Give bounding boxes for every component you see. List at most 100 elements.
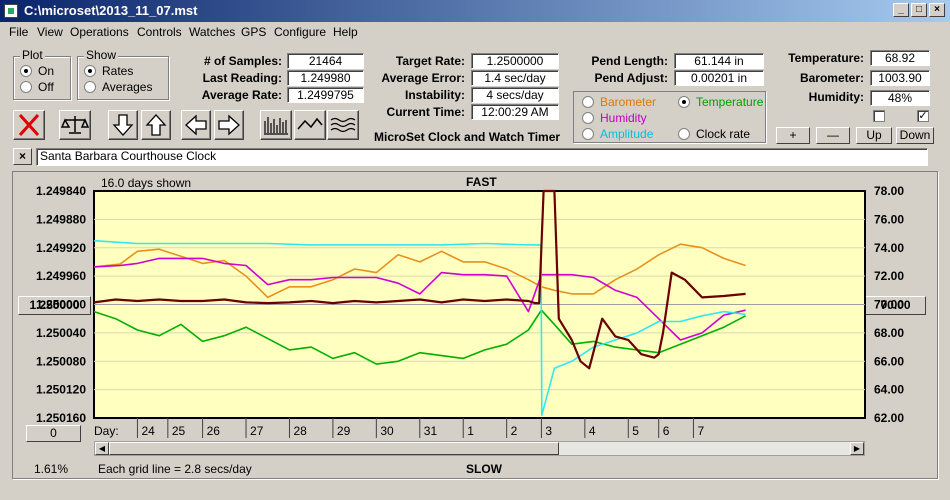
scroll-right-arrow[interactable]: ▶ (850, 442, 864, 455)
right-tick-label: 70.00 (874, 298, 904, 312)
left-tick-label: 1.249960 (36, 269, 86, 283)
last-reading-field: 1.249980 (287, 70, 364, 86)
plot-group-title: Plot (20, 48, 45, 62)
series-temperature-radio[interactable]: Temperature (678, 95, 763, 109)
balance-scale-icon (60, 116, 90, 134)
line-graph-button[interactable] (294, 110, 326, 140)
menu-watches[interactable]: Watches (189, 25, 236, 39)
scroll-thumb[interactable] (109, 442, 559, 455)
series-barometer-radio[interactable]: Barometer (582, 95, 656, 109)
scroll-left-arrow[interactable]: ◀ (95, 442, 109, 455)
last-reading-label: Last Reading: (202, 71, 282, 85)
scroll-up-button[interactable]: Up (856, 127, 892, 144)
horizontal-scrollbar[interactable]: ◀ ▶ (94, 441, 865, 456)
percent-readout: 1.61% (34, 462, 69, 476)
left-tick-label: 1.250000 (36, 298, 86, 312)
plot-on-radio[interactable]: On (20, 64, 54, 78)
day-tick-label: 25 (172, 424, 186, 438)
menu-operations[interactable]: Operations (70, 25, 129, 39)
zoom-out-button[interactable]: — (816, 127, 850, 144)
menu-bar: File View Operations Controls Watches GP… (0, 22, 950, 42)
delete-icon (18, 113, 40, 137)
target-rate-field[interactable]: 1.2500000 (471, 53, 559, 69)
day-tick-label: 29 (337, 424, 351, 438)
title-bar: C:\microset\2013_11_07.mst _ □ × (0, 0, 950, 22)
right-tick-label: 68.00 (874, 326, 904, 340)
zoom-in-button[interactable]: + (776, 127, 810, 144)
close-window-button[interactable]: × (929, 3, 945, 17)
target-rate-label: Target Rate: (395, 54, 465, 68)
bar-graph-button[interactable] (260, 110, 292, 140)
right-tick-label: 66.00 (874, 354, 904, 368)
instability-field: 4 secs/day (471, 87, 559, 103)
show-averages-radio[interactable]: Averages (84, 80, 152, 94)
delete-button[interactable] (13, 110, 45, 140)
fast-label: FAST (466, 175, 497, 189)
zero-button[interactable]: 0 (26, 425, 81, 442)
description-input[interactable]: Santa Barbara Courthouse Clock (36, 148, 928, 166)
show-rates-radio[interactable]: Rates (84, 64, 133, 78)
plot-panel (12, 171, 938, 479)
day-tick-label: 1 (467, 424, 474, 438)
series-layer (93, 189, 746, 417)
menu-configure[interactable]: Configure (274, 25, 327, 39)
series-line-0 (93, 243, 746, 299)
grid-note: Each grid line = 2.8 secs/day (98, 462, 252, 476)
line-graph-icon (297, 117, 323, 130)
center-sensor-button[interactable]: 70.00 (865, 296, 926, 315)
left-tick-label: 1.250160 (36, 411, 86, 425)
temperature-label: Temperature: (788, 51, 864, 65)
right-tick-label: 62.00 (874, 411, 904, 425)
series-clock-rate-radio[interactable]: Clock rate (678, 127, 750, 141)
right-tick-label: 78.00 (874, 184, 904, 198)
grid-lines (94, 218, 865, 391)
left-tick-label: 1.249840 (36, 184, 86, 198)
option-checkbox-right[interactable]: ✓ (917, 110, 929, 122)
move-down-button[interactable] (108, 110, 138, 140)
move-right-button[interactable] (214, 110, 244, 140)
average-error-label: Average Error: (381, 71, 465, 85)
pend-adjust-field: 0.00201 in (674, 70, 764, 86)
pend-adjust-label: Pend Adjust: (594, 71, 668, 85)
humidity-field: 48% (870, 90, 930, 106)
left-tick-label: 1.249880 (36, 212, 86, 226)
calibrate-button[interactable] (59, 110, 91, 140)
option-checkbox-left[interactable] (873, 110, 885, 122)
current-time-field: 12:00:29 AM (471, 104, 559, 120)
maximize-button[interactable]: □ (911, 3, 927, 17)
series-humidity-radio[interactable]: Humidity (582, 111, 647, 125)
wave-graph-button[interactable] (327, 110, 359, 140)
menu-file[interactable]: File (9, 25, 29, 39)
pend-length-label: Pend Length: (591, 54, 668, 68)
average-error-field: 1.4 sec/day (471, 70, 559, 86)
center-rate-button[interactable]: 1.250000 (18, 296, 91, 315)
move-up-button[interactable] (141, 110, 171, 140)
series-line-4 (93, 189, 746, 370)
instability-label: Instability: (404, 88, 465, 102)
menu-view[interactable]: View (37, 25, 63, 39)
window-title: C:\microset\2013_11_07.mst (24, 3, 198, 18)
menu-help[interactable]: Help (333, 25, 358, 39)
show-group (77, 56, 169, 100)
scroll-down-button[interactable]: Down (896, 127, 934, 144)
radio-on-indicator (20, 65, 32, 77)
series-amplitude-radio[interactable]: Amplitude (582, 127, 653, 141)
menu-gps[interactable]: GPS (241, 25, 267, 39)
series-line-1 (93, 309, 746, 365)
radio-off-indicator (582, 128, 594, 140)
arrow-down-icon (112, 114, 134, 136)
day-axis-label: Day: (94, 424, 119, 438)
move-left-button[interactable] (181, 110, 211, 140)
barometer-label: Barometer: (799, 71, 864, 85)
barometer-field: 1003.90 (870, 70, 930, 86)
minimize-button[interactable]: _ (893, 3, 909, 17)
average-rate-field: 1.2499795 (287, 87, 364, 103)
right-tick-label: 74.00 (874, 241, 904, 255)
day-tick-label: 3 (545, 424, 552, 438)
app-caption: MicroSet Clock and Watch Timer (374, 130, 561, 144)
plot-off-radio[interactable]: Off (20, 80, 54, 94)
day-tick-label: 30 (380, 424, 394, 438)
menu-controls[interactable]: Controls (137, 25, 182, 39)
left-tick-label: 1.250120 (36, 383, 86, 397)
clear-description-button[interactable]: × (13, 148, 32, 165)
